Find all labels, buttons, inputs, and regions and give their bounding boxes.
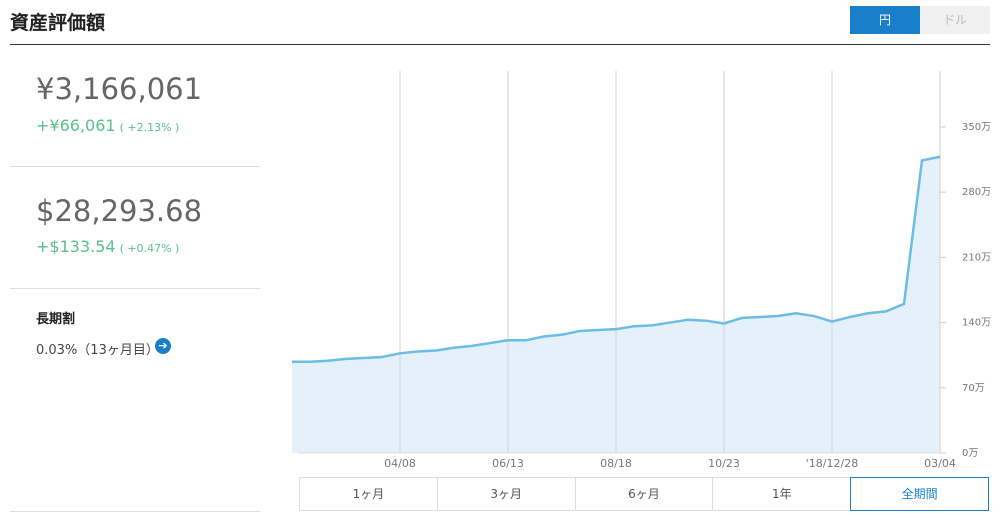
jpy-change-amount: +¥66,061 [36,116,116,135]
y-tick-label: 280万 [962,187,991,198]
y-tick-label: 140万 [962,318,991,329]
period-tabs: 1ヶ月 3ヶ月 6ヶ月 1年 全期間 [299,477,989,511]
area [292,156,940,453]
usd-value: $28,293.68 [36,194,203,228]
currency-usd[interactable]: ドル [920,6,990,34]
currency-yen[interactable]: 円 [850,6,920,34]
jpy-change: +¥66,061( +2.13% ) [36,116,179,135]
long-term-value: 0.03%（13ヶ月目） [36,343,159,358]
y-tick-label: 210万 [962,252,991,263]
divider [10,288,260,289]
arrow-button[interactable]: ➔ [155,338,171,354]
line [292,155,941,363]
usd-change: +$133.54( +0.47% ) [36,237,179,256]
usd-change-pct: ( +0.47% ) [119,242,180,255]
long-term-title: 長期割 [36,312,76,327]
period-tab[interactable]: 1ヶ月 [299,477,437,511]
page-title: 資産評価額 [10,12,106,34]
period-tab[interactable]: 全期間 [850,477,989,511]
x-tick-label: 04/08 [384,457,416,470]
y-tick-label: 350万 [962,122,991,133]
jpy-change-pct: ( +2.13% ) [119,121,180,134]
jpy-value: ¥3,166,061 [36,72,203,106]
period-tab[interactable]: 6ヶ月 [574,477,713,511]
x-tick-label: '18/12/28 [806,457,858,470]
x-tick-label: 06/13 [492,457,524,470]
y-tick-label: 0万 [962,448,978,459]
divider [10,166,260,167]
header-rule [10,44,990,45]
period-tab[interactable]: 3ヶ月 [436,477,575,511]
y-tick-label: 70万 [962,383,985,394]
x-tick-label: 10/23 [708,457,740,470]
divider [10,511,260,512]
usd-change-amount: +$133.54 [36,237,116,256]
period-tab[interactable]: 1年 [712,477,851,511]
x-tick-label: 03/04 [924,457,956,470]
x-tick-label: 08/18 [600,457,632,470]
